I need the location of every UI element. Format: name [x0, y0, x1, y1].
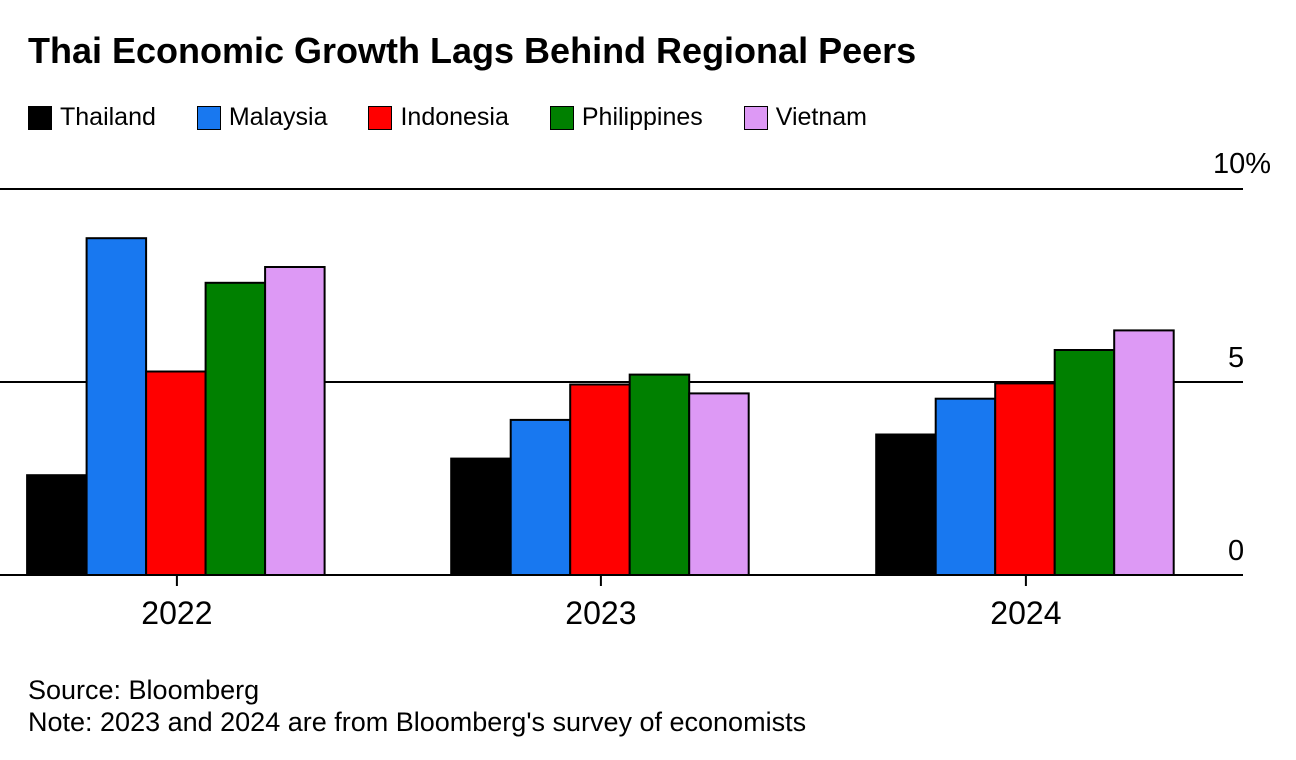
svg-text:10%: 10% [1213, 148, 1271, 180]
svg-text:2022: 2022 [141, 595, 212, 631]
svg-text:0: 0 [1228, 535, 1244, 567]
svg-text:2024: 2024 [990, 595, 1061, 631]
svg-text:2023: 2023 [565, 595, 636, 631]
svg-text:5: 5 [1228, 342, 1244, 374]
